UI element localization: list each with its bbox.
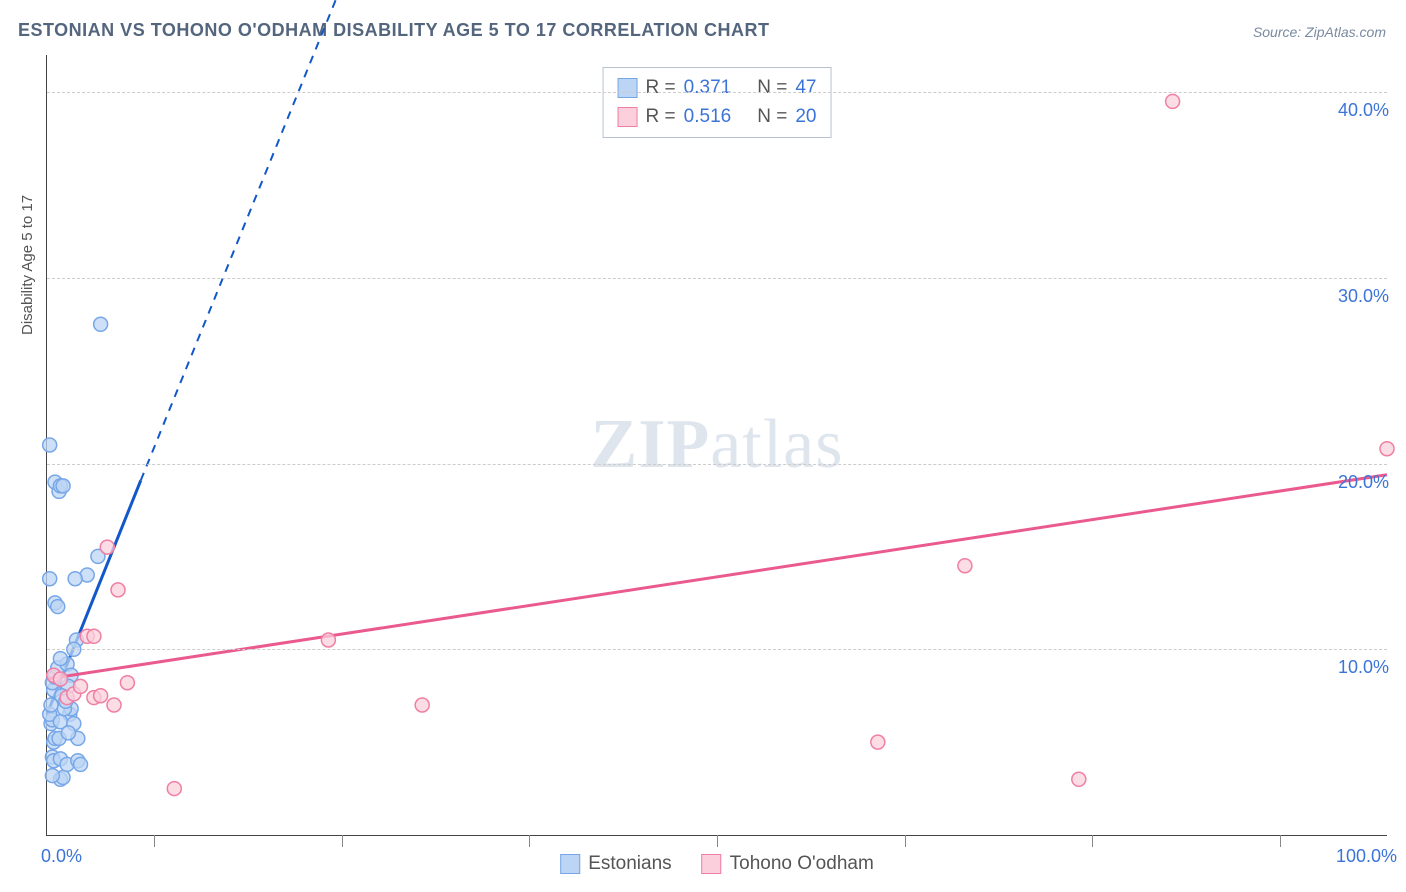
plot-area: Disability Age 5 to 17 ZIPatlas R = 0.37…	[46, 55, 1387, 836]
swatch-icon	[560, 854, 580, 874]
gridline	[47, 464, 1387, 465]
scatter-point	[43, 572, 57, 586]
legend: Estonians Tohono O'odham	[560, 853, 874, 875]
legend-label: Tohono O'odham	[730, 853, 874, 875]
legend-item: Tohono O'odham	[702, 853, 874, 875]
x-tick-100: 100.0%	[1336, 846, 1397, 867]
scatter-point	[53, 652, 67, 666]
chart-container: ESTONIAN VS TOHONO O'ODHAM DISABILITY AG…	[0, 0, 1406, 892]
stats-box: R = 0.371 N = 47 R = 0.516 N = 20	[603, 67, 832, 138]
stat-row: R = 0.371 N = 47	[618, 74, 817, 103]
scatter-point	[100, 540, 114, 554]
scatter-point	[94, 689, 108, 703]
r-value: 0.516	[684, 103, 732, 132]
y-axis-label: Disability Age 5 to 17	[19, 195, 36, 335]
x-minor-tick	[154, 835, 155, 847]
n-value: 47	[795, 74, 816, 103]
scatter-point	[74, 679, 88, 693]
scatter-point	[111, 583, 125, 597]
y-tick-label: 10.0%	[1338, 657, 1389, 678]
scatter-point	[958, 559, 972, 573]
gridline	[47, 278, 1387, 279]
scatter-point	[167, 782, 181, 796]
scatter-point	[61, 726, 75, 740]
stat-row: R = 0.516 N = 20	[618, 103, 817, 132]
n-label: N =	[757, 74, 787, 103]
scatter-svg	[47, 55, 1387, 835]
r-label: R =	[646, 74, 676, 103]
x-minor-tick	[529, 835, 530, 847]
scatter-point	[871, 735, 885, 749]
source-label: Source: ZipAtlas.com	[1253, 24, 1386, 40]
scatter-point	[68, 572, 82, 586]
scatter-point	[415, 698, 429, 712]
scatter-point	[1072, 772, 1086, 786]
scatter-point	[45, 769, 59, 783]
scatter-point	[87, 629, 101, 643]
x-minor-tick	[1280, 835, 1281, 847]
x-minor-tick	[717, 835, 718, 847]
gridline	[47, 649, 1387, 650]
scatter-point	[56, 479, 70, 493]
legend-label: Estonians	[588, 853, 671, 875]
x-minor-tick	[1092, 835, 1093, 847]
y-tick-label: 40.0%	[1338, 100, 1389, 121]
scatter-point	[1380, 442, 1394, 456]
n-label: N =	[757, 103, 787, 132]
scatter-point	[43, 438, 57, 452]
scatter-point	[53, 672, 67, 686]
swatch-icon	[618, 107, 638, 127]
scatter-point	[1166, 94, 1180, 108]
r-label: R =	[646, 103, 676, 132]
legend-item: Estonians	[560, 853, 671, 875]
scatter-point	[74, 757, 88, 771]
n-value: 20	[795, 103, 816, 132]
scatter-point	[94, 317, 108, 331]
regression-line-dashed	[141, 0, 449, 480]
x-tick-0: 0.0%	[41, 846, 82, 867]
swatch-icon	[618, 78, 638, 98]
y-tick-label: 30.0%	[1338, 286, 1389, 307]
r-value: 0.371	[684, 74, 732, 103]
x-minor-tick	[342, 835, 343, 847]
scatter-point	[51, 600, 65, 614]
scatter-point	[120, 676, 134, 690]
scatter-point	[107, 698, 121, 712]
y-tick-label: 20.0%	[1338, 472, 1389, 493]
scatter-point	[321, 633, 335, 647]
swatch-icon	[702, 854, 722, 874]
chart-title: ESTONIAN VS TOHONO O'ODHAM DISABILITY AG…	[18, 20, 770, 41]
x-minor-tick	[905, 835, 906, 847]
gridline	[47, 92, 1387, 93]
